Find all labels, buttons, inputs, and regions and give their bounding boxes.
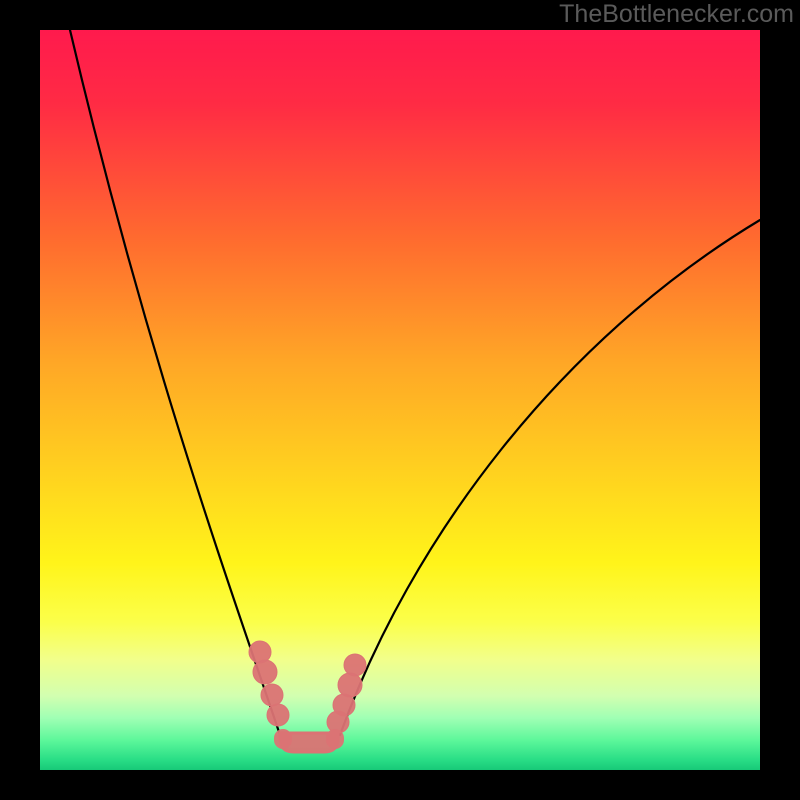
bottom-bead <box>267 704 289 726</box>
bottom-bead <box>253 660 277 684</box>
chart-stage: TheBottlenecker.com <box>0 0 800 800</box>
bottom-bead <box>249 641 271 663</box>
plot-background <box>40 30 760 770</box>
bottom-bead <box>261 684 283 706</box>
bottom-joint-left <box>274 729 292 749</box>
watermark-text: TheBottlenecker.com <box>559 0 794 29</box>
chart-svg <box>0 0 800 800</box>
bottom-bead <box>338 673 362 697</box>
bottom-joint-right <box>326 729 344 749</box>
bottom-bead <box>344 654 366 676</box>
